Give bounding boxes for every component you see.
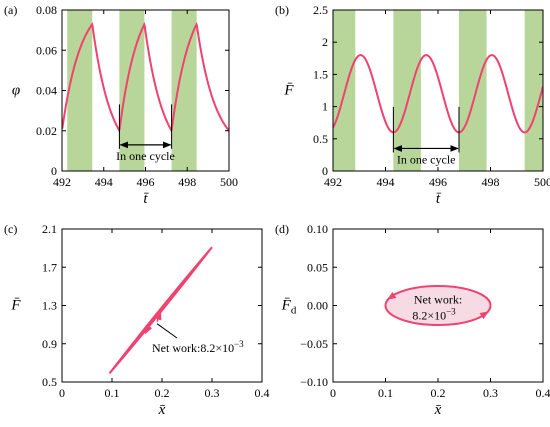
y-tick-label: 0.06 [36,43,57,57]
x-tick-label: 494 [95,175,113,189]
x-tick-label: 498 [178,175,196,189]
x-tick-label: 492 [53,175,71,189]
y-tick-label: 1.5 [313,67,328,81]
x-tick-label: 496 [137,175,155,189]
panel-a: In one cycle 492 494 496 498 500 0 0.02 0.04 0.06… [4,3,238,207]
shaded-band [67,10,93,171]
x-tick-label: 0 [59,386,65,400]
annotation-cycle: In one cycle [116,149,175,163]
y-tick-label: 0.10 [307,222,328,236]
x-tick-label: 0.2 [155,386,170,400]
plot-frame [332,9,544,172]
y-tick-label: 2.5 [313,3,328,17]
annotation-net-work-value: 8.2×10−3 [412,307,456,323]
x-axis-label: x̄ [158,402,166,418]
annotation-net-work: Net work: [414,293,462,307]
hysteresis-loop [384,284,492,327]
y-tick-label: 0.00 [307,299,328,313]
x-tick-label: 0 [330,386,336,400]
y-tick-label: 0.9 [42,337,57,351]
x-tick-label: 0.4 [536,386,550,400]
panel-d: Net work:8.2×10−3 0 0.1 0.2 0.3 0.4 −0.10 −0.05… [275,222,550,418]
y-tick-label: 0 [322,164,328,178]
y-tick-label: 0.04 [36,84,57,98]
x-tick-label: 0.4 [255,386,270,400]
y-tick-label: −0.05 [300,337,328,351]
series-line [333,54,543,134]
y-tick-label: 0.5 [42,375,57,389]
shaded-band [393,10,421,171]
panel-label: (a) [4,3,17,17]
y-tick-label: 0 [51,164,57,178]
direction-arrow [479,311,490,320]
x-tick-label: 0.1 [378,386,393,400]
direction-arrow [154,310,162,323]
annotation-net-work: Net work:8.2×10−3 [152,339,244,355]
y-tick-label: 1.3 [42,299,57,313]
x-tick-label: 496 [429,175,447,189]
x-tick-label: 494 [377,175,395,189]
x-axis-label: t̄ [143,191,149,207]
y-tick-label: 1.7 [42,260,57,274]
x-tick-label: 498 [482,175,500,189]
x-tick-label: 0.3 [483,386,498,400]
x-tick-label: 0.3 [205,386,220,400]
annotation-pointer [156,323,178,339]
direction-arrow [144,324,153,335]
y-axis-label: F̄ [283,83,294,99]
y-tick-label: 0.08 [36,3,57,17]
x-axis-label: t̄ [436,191,442,207]
y-tick-label: 0.5 [313,132,328,146]
panel-label: (b) [275,3,289,17]
x-tick-label: 492 [324,175,342,189]
shaded-band [524,10,543,171]
annotation-cycle: In one cycle [397,152,456,166]
x-tick-label: 500 [220,175,238,189]
hysteresis-loop [108,246,213,375]
y-axis-label-subscript: d [291,305,297,317]
y-tick-label: 2.1 [42,222,57,236]
x-tick-label: 500 [534,175,550,189]
y-tick-label: 0.05 [307,260,328,274]
y-tick-label: 2 [322,35,328,49]
panel-c: Net work:8.2×10−3 0 0.1 0.2 0.3 0.4 0.5 0.9 1.3 1… [4,222,270,418]
y-axis-label: F̄ [10,298,21,314]
x-tick-label: 0.1 [105,386,120,400]
y-tick-label: 0.02 [36,124,57,138]
x-tick-label: 0.2 [431,386,446,400]
panel-label: (d) [275,222,289,236]
direction-arrow [386,291,397,300]
annotation-exponent: −3 [234,339,244,349]
panel-b: In one cycle 492 494 496 498 500 0 0.5 1 1.5 2 2.5 t… [275,3,550,207]
annotation-exponent: −3 [446,307,456,317]
panel-label: (c) [4,222,17,236]
y-axis-label: φ [12,83,20,99]
x-axis-label: x̄ [434,402,442,418]
series-line [62,21,229,133]
y-tick-label: −0.10 [300,375,328,389]
y-tick-label: 1 [322,100,328,114]
y-axis-label: F̄d [281,298,297,317]
shaded-band [171,10,197,171]
shaded-band [459,10,487,171]
